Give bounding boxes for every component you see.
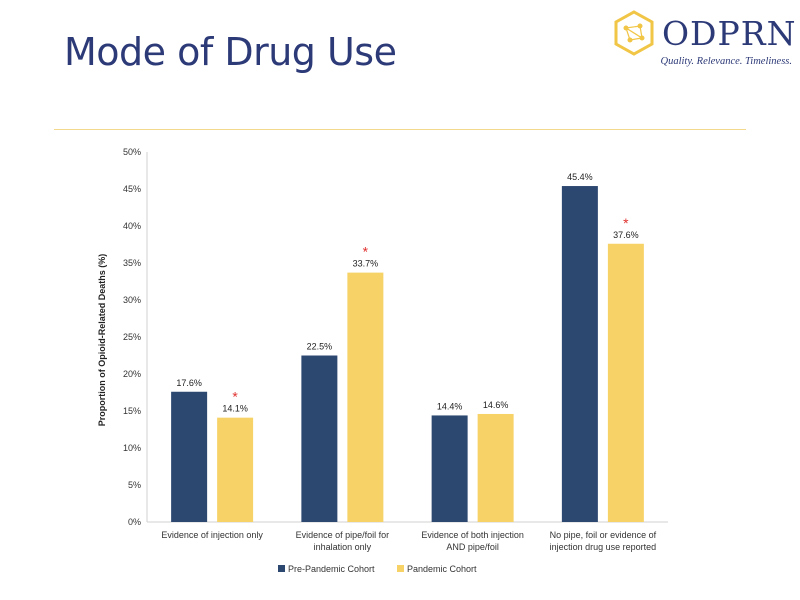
bar xyxy=(217,417,254,522)
data-label: 37.6% xyxy=(613,230,639,240)
bar xyxy=(431,415,468,522)
y-tick-label: 20% xyxy=(123,369,141,379)
chart-bars xyxy=(171,186,644,523)
significance-star: * xyxy=(363,244,369,260)
bar xyxy=(347,272,384,522)
x-tick-label: inhalation only xyxy=(314,542,372,552)
y-tick-label: 45% xyxy=(123,184,141,194)
bar xyxy=(171,391,208,522)
data-label: 14.4% xyxy=(437,401,463,411)
significance-star: * xyxy=(623,215,629,231)
chart-legend: Pre-Pandemic Cohort Pandemic Cohort xyxy=(278,564,477,574)
y-tick-label: 25% xyxy=(123,332,141,342)
x-tick-label: Evidence of injection only xyxy=(161,530,263,540)
y-tick-label: 50% xyxy=(123,147,141,157)
data-label: 14.1% xyxy=(222,404,248,414)
x-tick-label: AND pipe/foil xyxy=(446,542,499,552)
significance-star: * xyxy=(232,389,238,405)
y-tick-label: 35% xyxy=(123,258,141,268)
y-tick-label: 15% xyxy=(123,406,141,416)
x-tick-label: No pipe, foil or evidence of xyxy=(550,530,657,540)
data-label: 45.4% xyxy=(567,172,593,182)
title-divider xyxy=(54,129,746,130)
y-axis-label: Proportion of Opioid-Related Deaths (%) xyxy=(97,254,107,427)
x-tick-label: Evidence of pipe/foil for xyxy=(296,530,390,540)
legend-label: Pre-Pandemic Cohort xyxy=(288,564,375,574)
bar xyxy=(607,243,644,522)
chart-labels: 17.6%14.1%*Evidence of injection only22.… xyxy=(161,172,656,552)
data-label: 33.7% xyxy=(353,259,379,269)
data-label: 22.5% xyxy=(307,342,333,352)
hexagon-network-icon xyxy=(614,10,654,56)
legend-label: Pandemic Cohort xyxy=(407,564,477,574)
logo-name: ODPRN xyxy=(662,14,797,53)
y-tick-label: 0% xyxy=(128,517,141,527)
y-tick-label: 10% xyxy=(123,443,141,453)
y-tick-label: 5% xyxy=(128,480,141,490)
data-label: 17.6% xyxy=(176,378,202,388)
legend-swatch xyxy=(278,565,285,572)
odprn-logo: ODPRN Quality. Relevance. Timeliness. xyxy=(612,10,795,74)
slide-title: Mode of Drug Use xyxy=(64,30,397,74)
bar xyxy=(561,186,598,523)
bar xyxy=(477,413,514,522)
bar xyxy=(301,355,338,522)
x-tick-label: injection drug use reported xyxy=(550,542,657,552)
data-label: 14.6% xyxy=(483,400,509,410)
y-tick-label: 40% xyxy=(123,221,141,231)
legend-swatch xyxy=(397,565,404,572)
y-tick-label: 30% xyxy=(123,295,141,305)
x-tick-label: Evidence of both injection xyxy=(421,530,524,540)
logo-tagline: Quality. Relevance. Timeliness. xyxy=(660,56,792,67)
